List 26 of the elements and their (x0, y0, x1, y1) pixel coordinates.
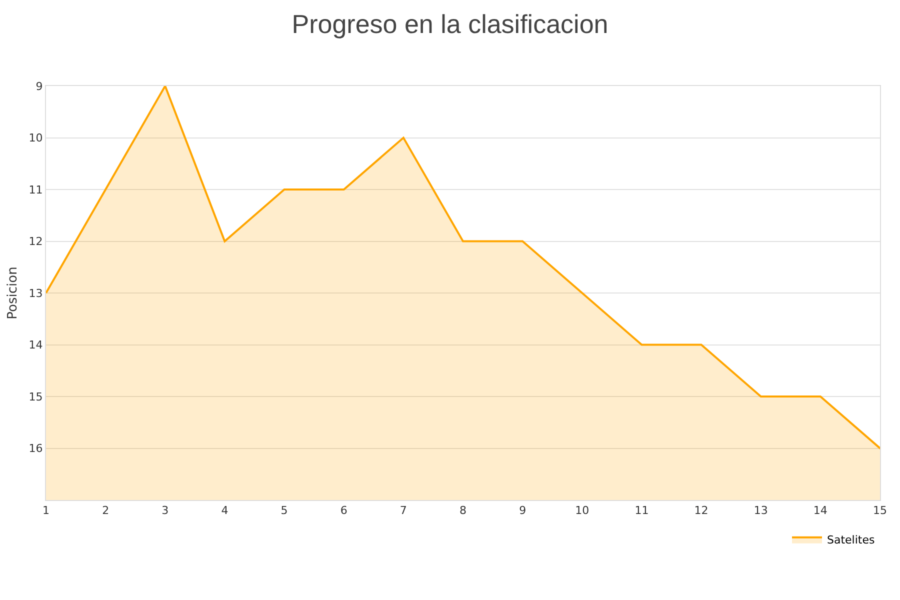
x-tick-label: 12 (694, 504, 708, 518)
y-tick-label: 15 (28, 390, 43, 404)
y-tick-label: 13 (28, 286, 43, 300)
x-tick-label: 1 (42, 504, 50, 518)
legend-label: Satelites (827, 534, 875, 547)
y-tick-label: 10 (28, 132, 43, 145)
x-tick-label: 6 (340, 504, 348, 518)
x-tick-label: 8 (460, 504, 466, 518)
x-tick-label: 15 (873, 504, 887, 518)
y-tick-label: 9 (36, 80, 43, 93)
y-axis-title: Posicion (6, 266, 21, 320)
x-tick-label: 9 (519, 504, 526, 518)
x-tick-label: 14 (813, 504, 828, 518)
x-tick-label: 10 (575, 504, 590, 518)
y-tick-label: 14 (28, 338, 43, 352)
y-tick-label: 11 (28, 183, 43, 196)
x-tick-label: 5 (280, 504, 288, 518)
x-tick-label: 11 (634, 504, 649, 518)
x-tick-label: 13 (754, 504, 768, 518)
x-tick-label: 2 (102, 504, 110, 518)
y-tick-label: 12 (28, 235, 43, 248)
x-tick-label: 7 (400, 504, 407, 518)
x-tick-label: 4 (221, 504, 228, 518)
y-tick-label: 16 (28, 442, 43, 456)
x-tick-label: 3 (162, 504, 169, 518)
chart-title: Progreso en la clasificacion (292, 9, 608, 40)
